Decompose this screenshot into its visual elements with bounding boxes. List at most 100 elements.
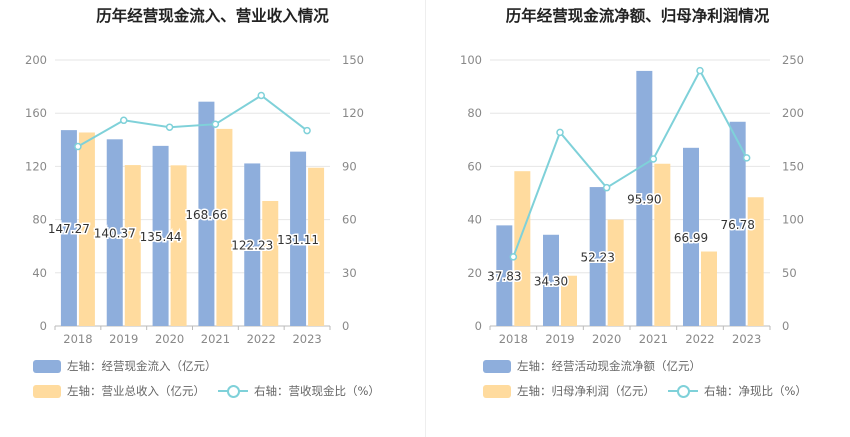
x-tick-label: 2021	[639, 332, 668, 346]
ratio-point	[556, 128, 564, 137]
ratio-point	[742, 154, 751, 162]
ratio-point	[257, 91, 265, 100]
chart-title-1: 历年经营现金流入、营业收入情况	[96, 7, 329, 25]
chart-title-2: 历年经营现金流净额、归母净利润情况	[505, 7, 770, 25]
bar-left-series	[60, 130, 77, 326]
legend-label-netflow: 左轴：经营活动现金流净额（亿元）	[517, 359, 701, 373]
chart-plot-1: 0 0 40 30 80 60 120 90 160 120 200 150 2018 2019 2020 2…	[25, 53, 364, 346]
bar-second-series	[701, 251, 717, 326]
x-tick-label: 2023	[292, 332, 321, 346]
legend-swatch-ratio	[218, 384, 248, 398]
bar-left-series	[589, 187, 606, 326]
legend-label-ratio: 右轴：营收现金比（%）	[254, 384, 380, 398]
ratio-point	[211, 120, 220, 128]
bar-second-series	[747, 197, 764, 326]
y-right-tick-label: 150	[782, 159, 804, 173]
legend-swatch-inflow	[33, 359, 61, 373]
bar-second-series	[561, 275, 577, 326]
bar-second-series	[654, 163, 671, 326]
bar-second-series	[78, 132, 95, 326]
bar-data-label: 34.30	[534, 274, 568, 288]
x-tick-label: 2018	[499, 332, 528, 346]
bar-left-series	[198, 101, 215, 327]
panel-divider	[425, 0, 426, 437]
y-left-tick-label: 100	[460, 53, 482, 67]
legend-item-netflow[interactable]: 左轴：经营活动现金流净额（亿元）	[483, 358, 701, 374]
legend-label-netratio: 右轴：净现比（%）	[704, 384, 807, 398]
y-left-tick-label: 200	[25, 53, 47, 67]
legend-swatch-profit	[483, 384, 511, 398]
legend-swatch-netflow	[483, 359, 511, 373]
chart-plot-2: 0 0 20 50 40 100 60 150 80 200 100 250 2018 2019 2020 2…	[460, 53, 804, 346]
bar-data-label: 95.90	[627, 192, 661, 206]
y-right-tick-label: 200	[782, 106, 804, 120]
x-tick-label: 2018	[63, 332, 92, 346]
bar-left-series	[106, 139, 123, 326]
x-tick-label: 2019	[109, 332, 138, 346]
x-tick-label: 2023	[732, 332, 761, 346]
y-left-tick-label: 0	[475, 319, 482, 333]
y-left-tick-label: 160	[25, 106, 47, 120]
bar-second-series	[124, 165, 141, 326]
y-left-tick-label: 60	[467, 159, 482, 173]
legend-item-revenue[interactable]: 左轴：营业总收入（亿元）	[33, 383, 205, 399]
x-tick-label: 2021	[201, 332, 230, 346]
ratio-point	[696, 66, 704, 75]
legend-item-netratio[interactable]: 右轴：净现比（%）	[668, 383, 807, 399]
legend-item-profit[interactable]: 左轴：归母净利润（亿元）	[483, 383, 655, 399]
ratio-line	[512, 68, 748, 258]
y-left-tick-label: 40	[467, 213, 482, 227]
ratio-point	[303, 126, 311, 135]
bar-left-series	[152, 145, 169, 326]
chart-panel-2: 历年经营现金流净额、归母净利润情况 0 0 20 50 40 100 60 150 80 200 1…	[425, 0, 850, 437]
bar-data-label: 140.37	[94, 227, 136, 241]
ratio-point	[649, 155, 658, 163]
bar-second-series	[216, 128, 233, 326]
chart-panel-1: 历年经营现金流入、营业收入情况 0 0 40 30 80 60 120 90 160 120 200…	[25, 7, 380, 399]
bar-left-series	[636, 70, 653, 326]
y-left-tick-label: 80	[32, 213, 47, 227]
ratio-point	[509, 253, 518, 261]
x-tick-label: 2022	[685, 332, 714, 346]
bar-left-series	[496, 225, 513, 326]
bar-left-series	[683, 147, 699, 326]
legend-swatch-netratio	[668, 384, 698, 398]
legend-label-profit: 左轴：归母净利润（亿元）	[517, 384, 655, 398]
ratio-point	[165, 123, 174, 131]
legend-item-inflow[interactable]: 左轴：经营现金流入（亿元）	[33, 358, 217, 374]
bar-second-series	[170, 165, 187, 326]
y-left-tick-label: 20	[467, 266, 482, 280]
bar-data-label: 122.23	[231, 239, 273, 253]
bar-data-label: 37.83	[487, 270, 521, 284]
y-right-tick-label: 30	[342, 266, 357, 280]
bar-data-label: 135.44	[140, 230, 182, 244]
bar-left-series	[244, 163, 261, 326]
legend-swatch-revenue	[33, 384, 61, 398]
bar-second-series	[514, 171, 531, 326]
x-tick-label: 2022	[247, 332, 276, 346]
y-right-tick-label: 250	[782, 53, 804, 67]
bar-left-series	[729, 121, 746, 326]
y-right-tick-label: 100	[782, 213, 804, 227]
y-left-tick-label: 40	[32, 266, 47, 280]
bar-left-series	[543, 234, 559, 326]
ratio-line	[77, 94, 308, 148]
bar-data-label: 52.23	[580, 251, 614, 265]
x-tick-label: 2020	[155, 332, 184, 346]
legend-label-inflow: 左轴：经营现金流入（亿元）	[67, 359, 217, 373]
y-left-tick-label: 120	[25, 159, 47, 173]
y-right-tick-label: 120	[342, 106, 364, 120]
x-tick-label: 2019	[545, 332, 574, 346]
legend-item-ratio[interactable]: 右轴：营收现金比（%）	[218, 383, 380, 399]
y-right-tick-label: 0	[342, 319, 349, 333]
y-right-tick-label: 150	[342, 53, 364, 67]
y-right-tick-label: 90	[342, 159, 357, 173]
y-left-tick-label: 0	[40, 319, 47, 333]
y-right-tick-label: 0	[782, 319, 789, 333]
x-tick-label: 2020	[592, 332, 621, 346]
bar-data-label: 66.99	[674, 231, 708, 245]
bar-data-label: 131.11	[277, 233, 319, 247]
ratio-point	[74, 142, 82, 151]
bar-second-series	[308, 167, 325, 326]
bar-data-label: 147.27	[48, 222, 90, 236]
